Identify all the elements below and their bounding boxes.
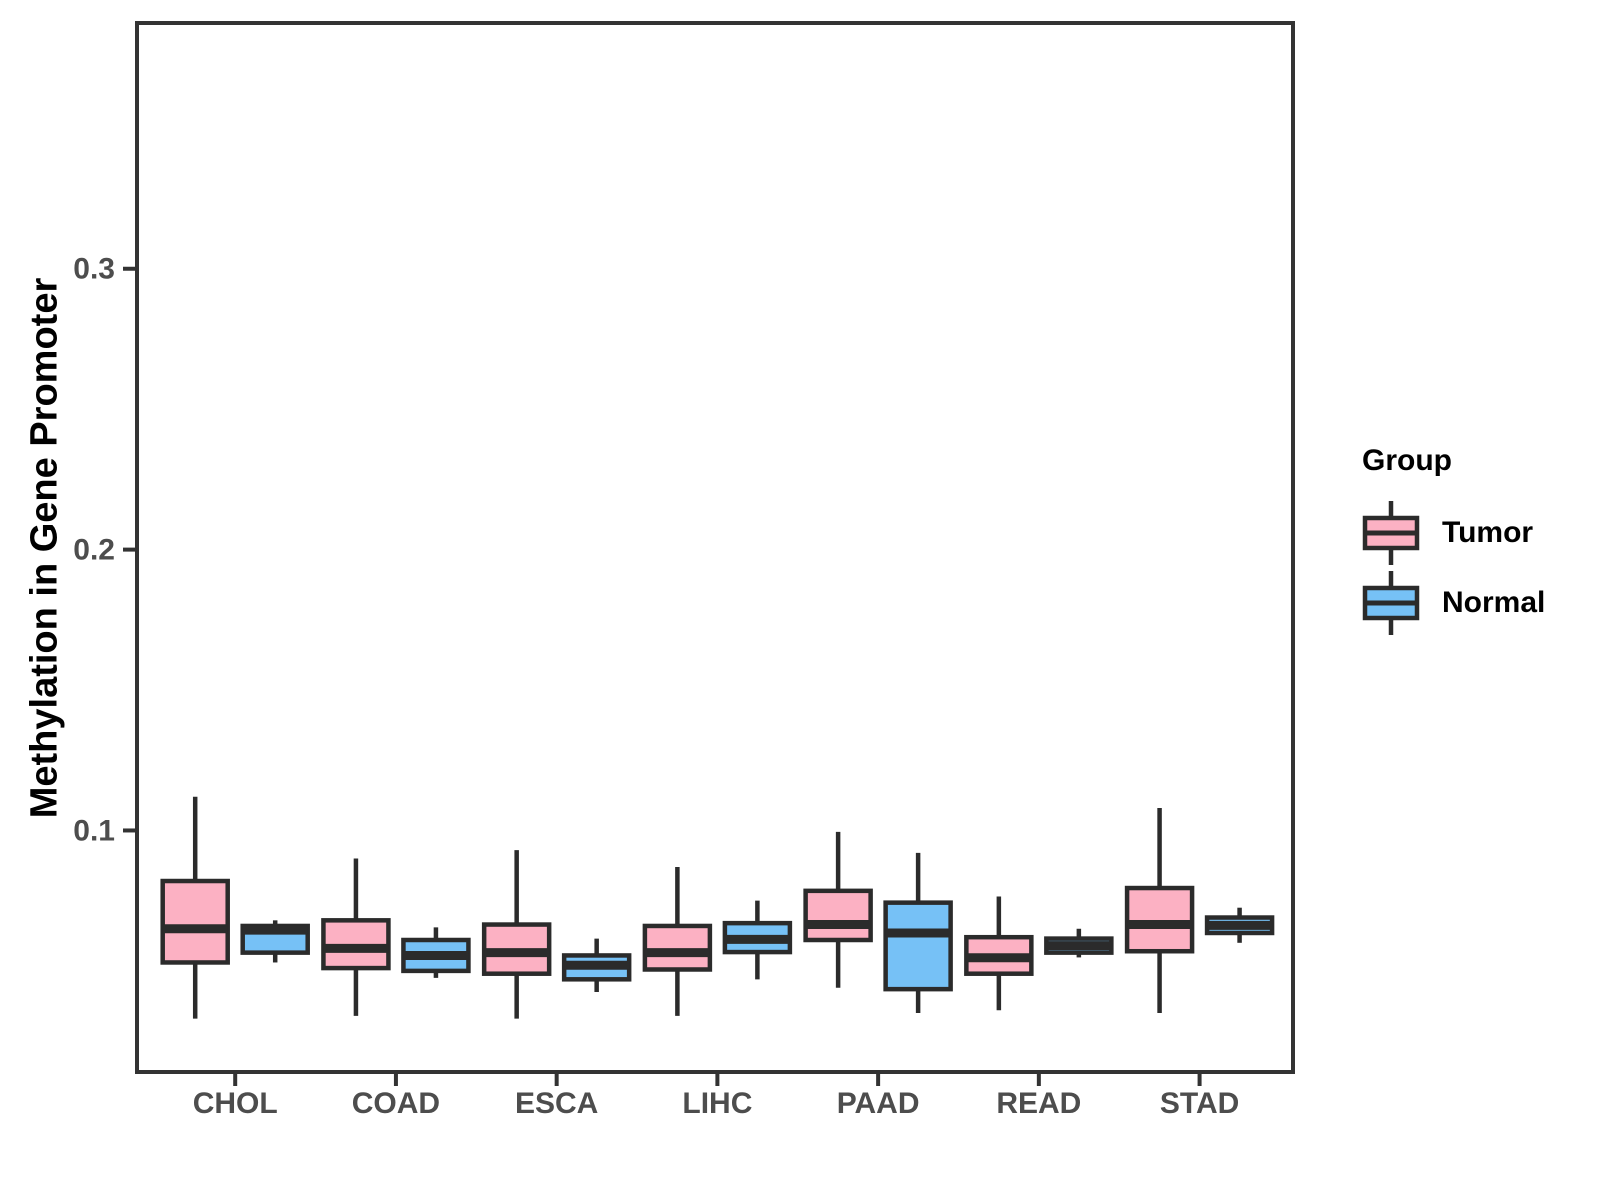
x-tick-label-lihc: LIHC xyxy=(682,1087,752,1120)
x-tick-label-stad: STAD xyxy=(1160,1087,1239,1120)
legend: Group Tumor Normal xyxy=(1362,444,1545,642)
legend-title: Group xyxy=(1362,444,1452,477)
legend-label-tumor: Tumor xyxy=(1442,516,1534,549)
box-tumor-paad xyxy=(803,888,873,943)
normal-boxplot-key-icon xyxy=(1362,571,1420,635)
x-tick-label-esca: ESCA xyxy=(515,1087,598,1120)
x-tick-label-paad: PAAD xyxy=(837,1087,920,1120)
x-tick-label-coad: COAD xyxy=(352,1087,440,1120)
y-tick-label: 0.1 xyxy=(73,814,115,847)
x-tick-label-read: READ xyxy=(996,1087,1081,1120)
y-axis-title: Methylation in Gene Promoter xyxy=(23,277,66,819)
legend-item-normal: Normal xyxy=(1362,571,1546,635)
tumor-boxplot-key-icon xyxy=(1362,501,1420,565)
y-tick-label: 0.3 xyxy=(73,253,115,286)
box-normal-paad xyxy=(883,900,953,992)
x-tick-label-chol: CHOL xyxy=(193,1087,278,1120)
box-tumor-chol xyxy=(160,878,230,965)
y-tick-label: 0.2 xyxy=(73,534,115,567)
box-tumor-lihc xyxy=(642,923,713,972)
panel-border xyxy=(135,21,1295,1074)
legend-label-normal: Normal xyxy=(1442,586,1546,619)
box-tumor-stad xyxy=(1124,885,1195,954)
legend-item-tumor: Tumor xyxy=(1362,501,1545,565)
